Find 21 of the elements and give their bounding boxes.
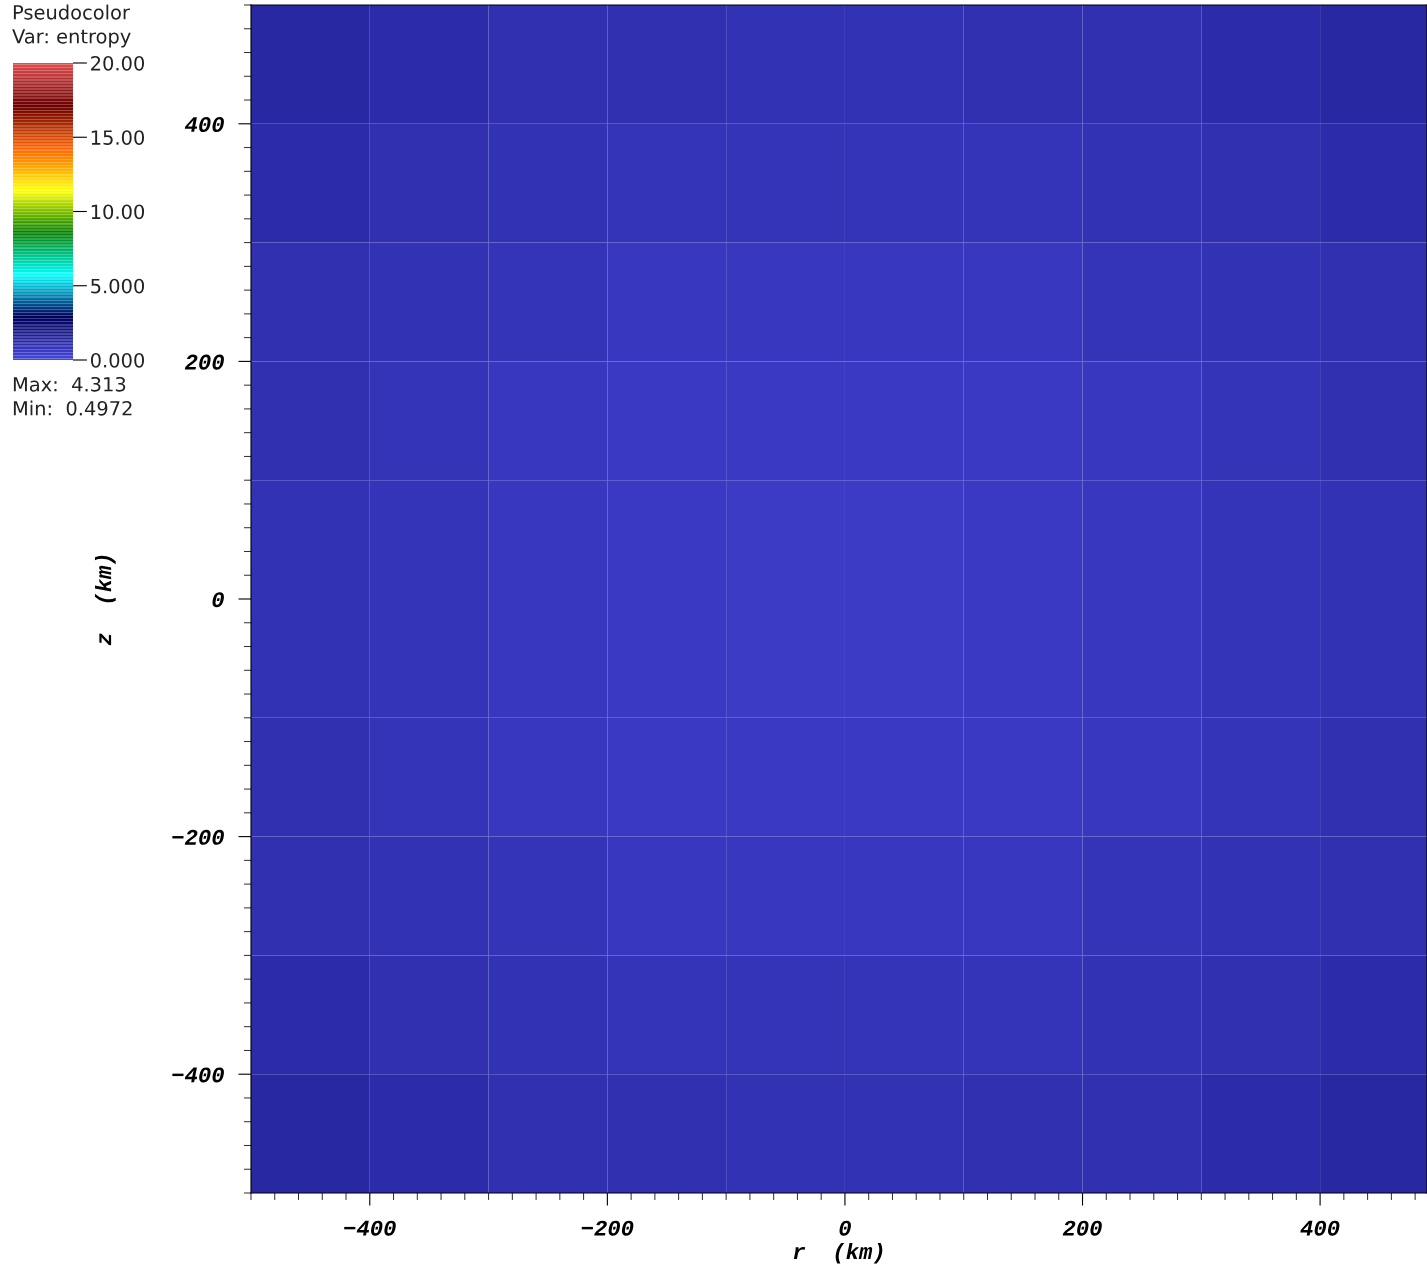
y-tick-label: −200 [172,829,224,845]
text: Max: 4.313 [13,376,126,392]
y-axis-title: z (km) [94,555,116,646]
y-tick-label: −400 [172,1067,224,1083]
text: Min: 0.4972 [13,400,132,416]
x-tick-label: −400 [344,1220,396,1236]
y-tick-label: 200 [184,354,224,370]
x-tick-label: 200 [1062,1220,1102,1236]
color-bar-label: 5.000 [91,278,145,294]
color-bar-label: 20.00 [91,55,145,71]
color-bar-title: Var: entropy [12,29,131,48]
y-tick-label: 400 [184,116,224,133]
x-tick-label: 0 [839,1220,851,1236]
text: Pseudocolor [13,4,130,20]
y-tick-label: 0 [212,592,224,608]
color-bar-label: 10.00 [91,204,145,220]
x-axis-title: r (km) [793,1242,883,1264]
x-tick-label: −200 [581,1220,634,1236]
color-bar-label: 0.000 [90,352,145,368]
x-tick-label: 400 [1300,1220,1340,1236]
color-bar-label: 15.00 [91,130,145,145]
